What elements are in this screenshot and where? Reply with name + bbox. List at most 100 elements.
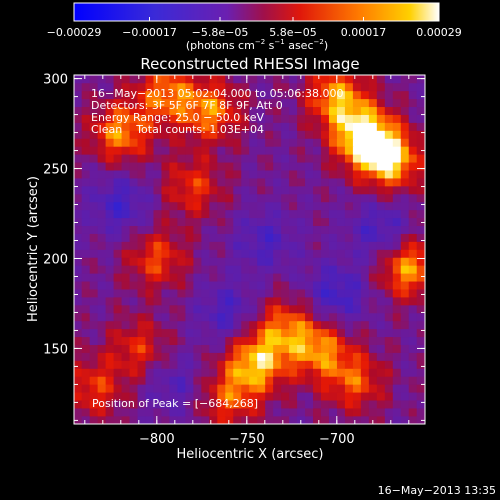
heatmap-cell [376, 193, 386, 203]
heatmap-cell [241, 122, 250, 131]
heatmap-cell [392, 376, 402, 385]
heatmap-cell [74, 249, 83, 258]
heatmap-cell [209, 225, 218, 234]
heatmap-cell [273, 130, 282, 139]
heatmap-cell [225, 296, 234, 306]
heatmap-cell [177, 209, 186, 219]
heatmap-cell [129, 280, 139, 290]
heatmap-cell [384, 368, 394, 377]
heatmap-cell [225, 169, 234, 179]
heatmap-cell [169, 122, 179, 131]
heatmap-cell [169, 146, 179, 155]
heatmap-cell [305, 217, 314, 227]
heatmap-cell [265, 122, 274, 131]
heatmap-cell [169, 407, 179, 417]
heatmap-cell [81, 225, 91, 234]
heatmap-cell [209, 376, 218, 385]
heatmap-cell [145, 336, 155, 345]
heatmap-cell [105, 146, 115, 155]
heatmap-cell [416, 225, 425, 234]
heatmap-cell [121, 75, 131, 84]
heatmap-cell [416, 376, 425, 385]
heatmap-cell [265, 376, 274, 385]
heatmap-cell [352, 114, 362, 123]
heatmap-cell [281, 233, 290, 242]
heatmap-cell [408, 399, 418, 409]
heatmap-cell [336, 280, 346, 290]
heatmap-cell [137, 368, 147, 377]
heatmap-cell [408, 98, 418, 108]
heatmap-cell [137, 376, 147, 385]
heatmap-cell [297, 217, 306, 227]
heatmap-cell [74, 201, 83, 211]
heatmap-cell [328, 296, 338, 306]
heatmap-cell [233, 201, 242, 211]
heatmap-cell [257, 146, 266, 155]
heatmap-cell [145, 391, 155, 401]
heatmap-cell [137, 138, 147, 147]
heatmap-cell [360, 233, 370, 242]
heatmap-cell [376, 233, 386, 242]
heatmap-cell [121, 169, 131, 179]
heatmap-cell [81, 368, 91, 377]
heatmap-cell [336, 257, 346, 266]
heatmap-cell [121, 177, 131, 187]
heatmap-cell [74, 122, 83, 131]
heatmap-cell [352, 360, 362, 369]
heatmap-cell [360, 288, 370, 298]
heatmap-cell [241, 415, 250, 424]
heatmap-cell [289, 161, 298, 171]
heatmap-cell [249, 336, 258, 345]
heatmap-cell [185, 288, 194, 298]
heatmap-cell [233, 138, 242, 147]
heatmap-cell [281, 344, 290, 353]
heatmap-cell [169, 320, 179, 330]
heatmap-cell [217, 90, 226, 100]
heatmap-cell [145, 272, 155, 282]
heatmap-cell [368, 130, 378, 139]
heatmap-cell [400, 161, 410, 171]
heatmap-cell [81, 328, 91, 338]
heatmap-cell [113, 122, 123, 131]
heatmap-cell [376, 272, 386, 282]
heatmap-cell [289, 130, 298, 139]
heatmap-cell [384, 265, 394, 274]
heatmap-cell [273, 249, 282, 258]
heatmap-cell [328, 304, 338, 314]
heatmap-cell [384, 233, 394, 242]
heatmap-cell [153, 146, 163, 155]
heatmap-cell [225, 209, 234, 219]
heatmap-cell [392, 241, 402, 250]
heatmap-cell [97, 257, 107, 266]
heatmap-cell [400, 352, 410, 361]
heatmap-cell [217, 391, 226, 401]
heatmap-cell [289, 328, 298, 338]
heatmap-cell [408, 249, 418, 258]
heatmap-cell [384, 415, 394, 424]
heatmap-cell [121, 360, 131, 369]
heatmap-cell [201, 82, 210, 92]
heatmap-cell [89, 209, 99, 219]
heatmap-cell [328, 209, 338, 219]
heatmap-cell [105, 201, 115, 211]
heatmap-cell [249, 344, 258, 353]
heatmap-cell [408, 146, 418, 155]
heatmap-cell [416, 368, 425, 377]
heatmap-cell [352, 75, 362, 84]
heatmap-cell [225, 272, 234, 282]
heatmap-cell [368, 391, 378, 401]
heatmap-cell [376, 90, 386, 100]
heatmap-cell [320, 177, 330, 187]
heatmap-cell [257, 376, 266, 385]
heatmap-cell [328, 328, 338, 338]
heatmap-cell [297, 146, 306, 155]
heatmap-cell [257, 217, 266, 227]
heatmap-cell [265, 114, 274, 123]
heatmap-cell [113, 352, 123, 361]
heatmap-cell [201, 368, 210, 377]
heatmap-cell [177, 272, 186, 282]
heatmap-cell [161, 399, 171, 409]
heatmap-cell [81, 391, 91, 401]
heatmap-cell [209, 272, 218, 282]
heatmap-cell [289, 344, 298, 353]
